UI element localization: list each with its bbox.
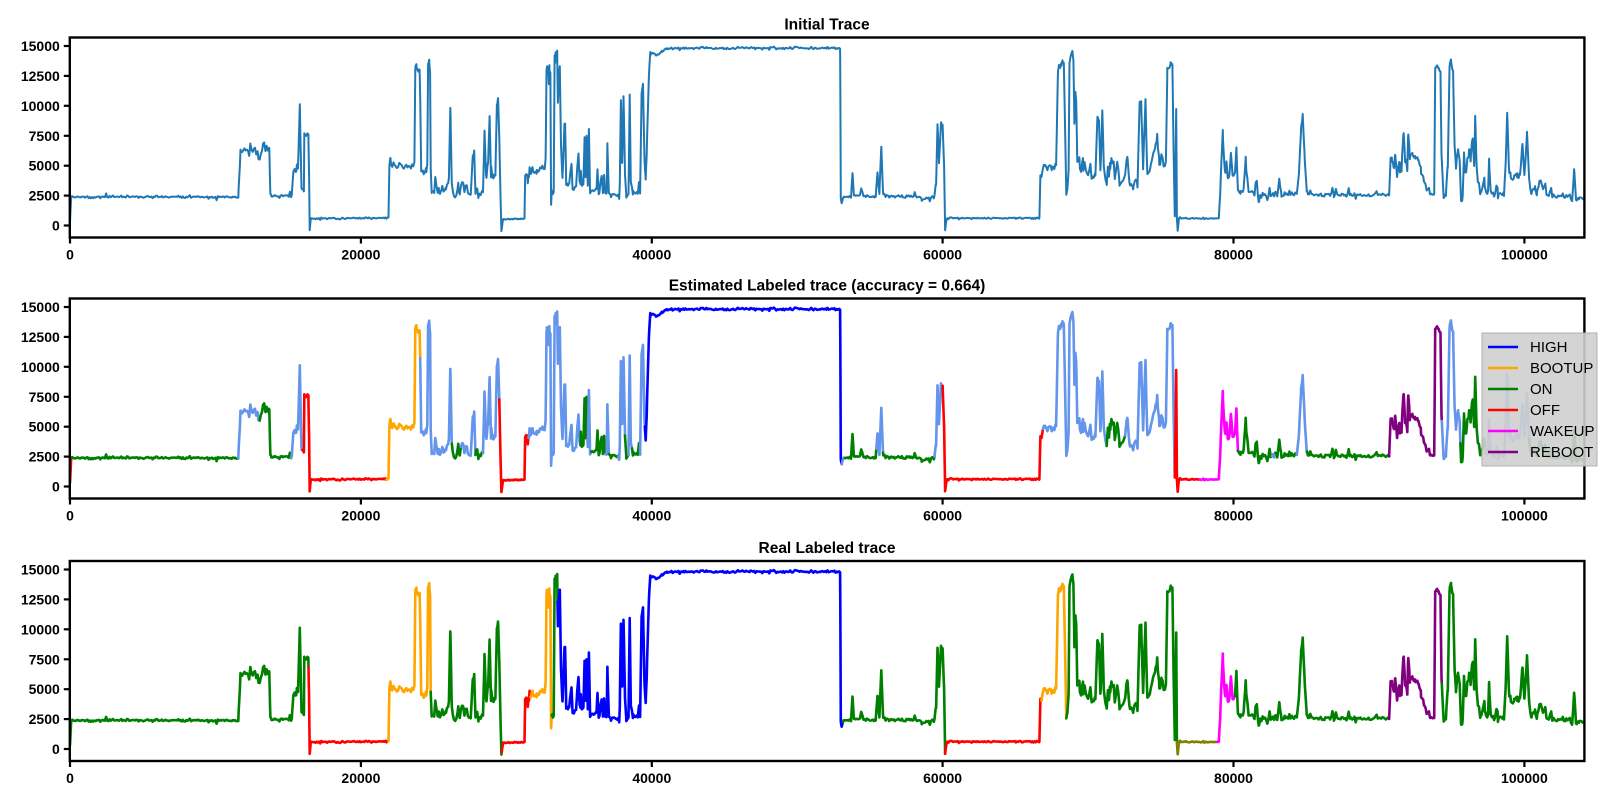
svg-text:12500: 12500 [21, 329, 60, 345]
svg-text:15000: 15000 [21, 562, 60, 578]
svg-text:100000: 100000 [1501, 508, 1548, 524]
svg-text:15000: 15000 [21, 299, 60, 315]
svg-text:10000: 10000 [21, 359, 60, 375]
svg-text:40000: 40000 [632, 247, 671, 263]
svg-text:Estimated Labeled trace (accur: Estimated Labeled trace (accuracy = 0.66… [669, 278, 986, 295]
svg-text:80000: 80000 [1214, 508, 1253, 524]
svg-text:60000: 60000 [923, 247, 962, 263]
svg-text:Initial Trace: Initial Trace [784, 17, 870, 34]
svg-text:ON: ON [1530, 381, 1553, 398]
svg-text:WAKEUP: WAKEUP [1530, 423, 1594, 440]
svg-text:7500: 7500 [29, 128, 60, 144]
svg-text:0: 0 [52, 479, 60, 495]
svg-text:60000: 60000 [923, 508, 962, 524]
svg-text:0: 0 [66, 508, 74, 524]
svg-text:2500: 2500 [29, 711, 60, 727]
svg-text:0: 0 [66, 770, 74, 786]
svg-text:12500: 12500 [21, 68, 60, 84]
svg-text:0: 0 [52, 218, 60, 234]
svg-text:2500: 2500 [29, 188, 60, 204]
svg-text:5000: 5000 [29, 419, 60, 435]
svg-text:10000: 10000 [21, 98, 60, 114]
svg-text:20000: 20000 [341, 247, 380, 263]
svg-text:15000: 15000 [21, 38, 60, 54]
svg-text:100000: 100000 [1501, 247, 1548, 263]
svg-text:12500: 12500 [21, 591, 60, 607]
svg-text:OFF: OFF [1530, 402, 1560, 419]
svg-text:40000: 40000 [632, 770, 671, 786]
svg-text:2500: 2500 [29, 449, 60, 465]
svg-text:7500: 7500 [29, 389, 60, 405]
svg-text:0: 0 [66, 247, 74, 263]
svg-text:20000: 20000 [341, 770, 380, 786]
svg-text:80000: 80000 [1214, 770, 1253, 786]
svg-text:HIGH: HIGH [1530, 339, 1568, 356]
svg-text:7500: 7500 [29, 651, 60, 667]
svg-text:5000: 5000 [29, 158, 60, 174]
svg-text:20000: 20000 [341, 508, 380, 524]
svg-text:40000: 40000 [632, 508, 671, 524]
svg-text:BOOTUP: BOOTUP [1530, 360, 1593, 377]
svg-text:60000: 60000 [923, 770, 962, 786]
svg-text:10000: 10000 [21, 621, 60, 637]
svg-text:REBOOT: REBOOT [1530, 444, 1593, 461]
svg-text:80000: 80000 [1214, 247, 1253, 263]
svg-text:Real Labeled trace: Real Labeled trace [759, 540, 896, 557]
svg-text:0: 0 [52, 741, 60, 757]
svg-text:5000: 5000 [29, 681, 60, 697]
svg-text:100000: 100000 [1501, 770, 1548, 786]
